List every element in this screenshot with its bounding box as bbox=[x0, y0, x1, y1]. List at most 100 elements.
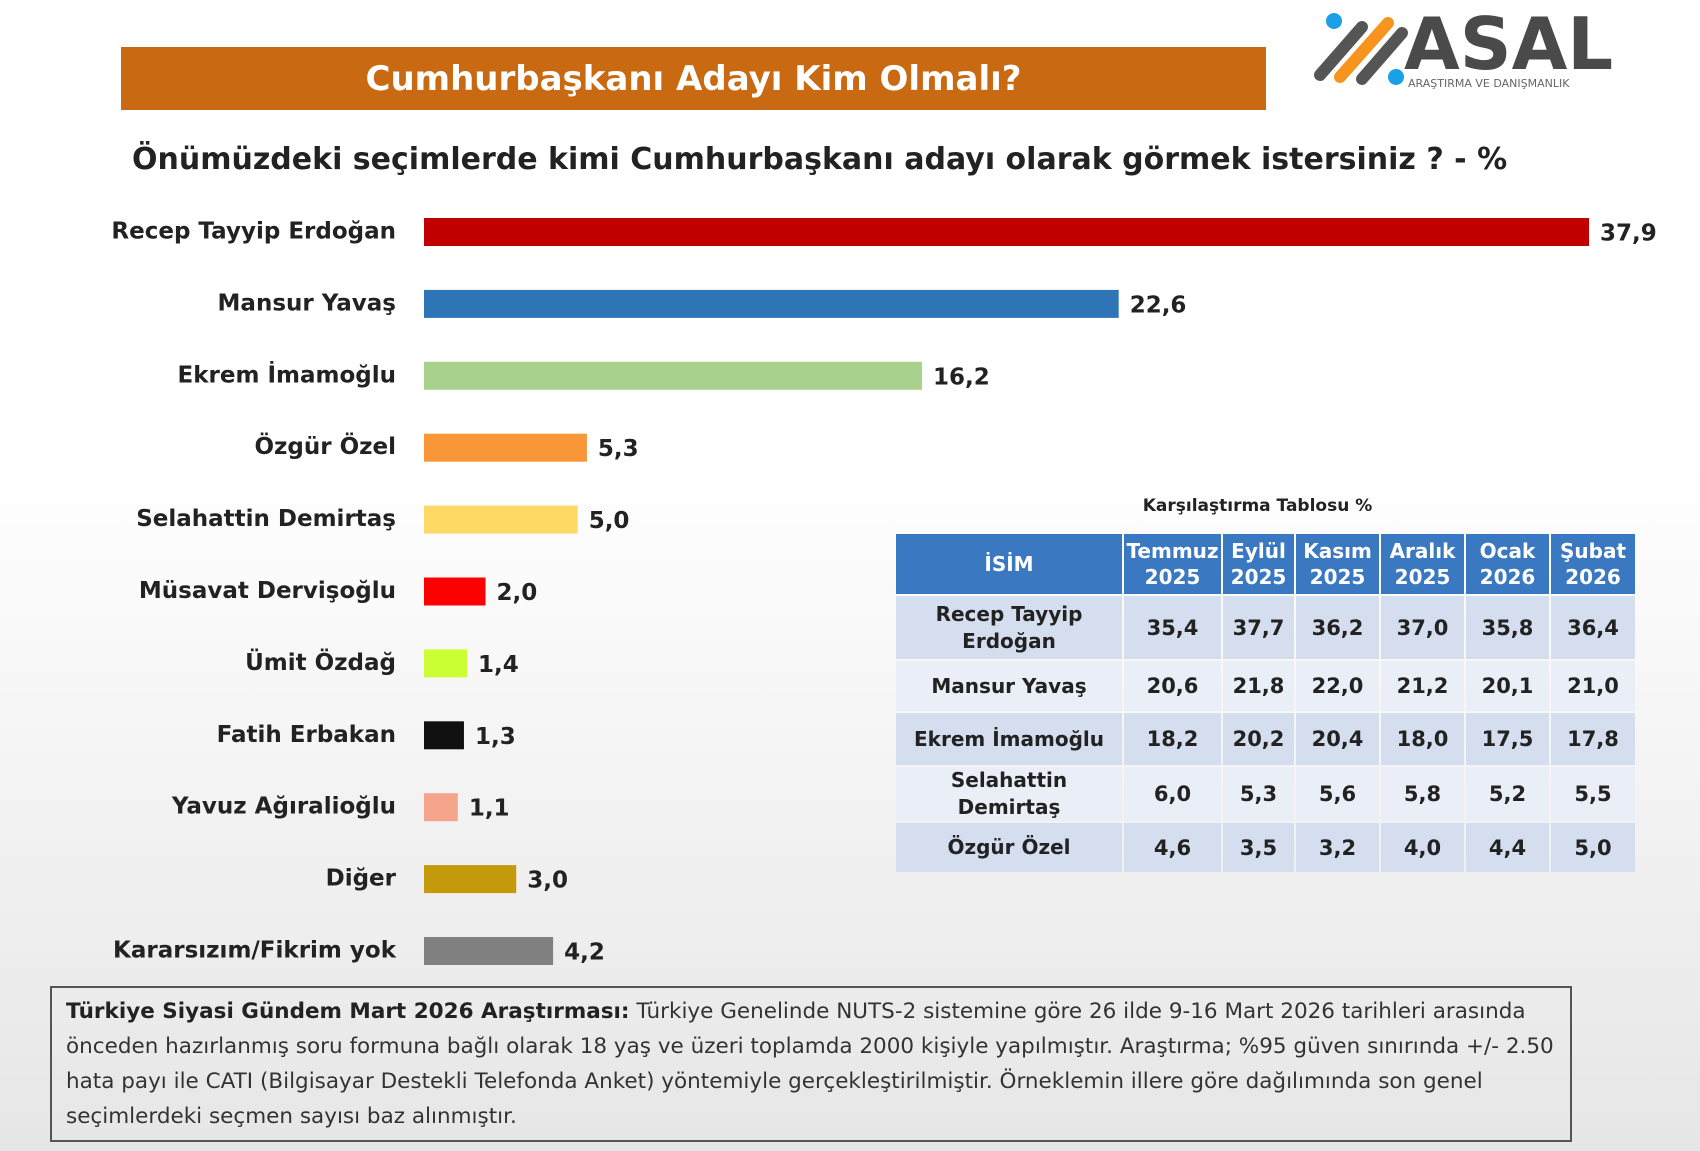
value-label: 37,9 bbox=[1600, 221, 1657, 247]
column-header: Aralık 2025 bbox=[1381, 534, 1464, 594]
table-cell: 4,0 bbox=[1381, 823, 1464, 872]
note-heading: Türkiye Siyasi Gündem Mart 2026 Araştırm… bbox=[66, 999, 630, 1024]
logo-text: ASAL bbox=[1404, 5, 1613, 86]
table-cell: 35,8 bbox=[1466, 596, 1549, 659]
bar bbox=[424, 361, 922, 390]
table-cell: 17,5 bbox=[1466, 713, 1549, 765]
bar bbox=[424, 433, 587, 462]
logo: ASAL ARAŞTIRMA VE DANIŞMANLIK bbox=[1314, 5, 1613, 90]
category-label: Selahattin Demirtaş bbox=[136, 506, 396, 532]
category-label: Ekrem İmamoğlu bbox=[178, 360, 396, 388]
value-label: 3,0 bbox=[527, 868, 568, 894]
bar bbox=[424, 577, 486, 606]
table-cell: 17,8 bbox=[1551, 713, 1635, 765]
table-cell: 4,6 bbox=[1124, 823, 1221, 872]
column-header: Eylül 2025 bbox=[1223, 534, 1294, 594]
column-header-text: 2026 bbox=[1479, 565, 1536, 589]
value-label: 22,6 bbox=[1130, 292, 1187, 318]
table-cell: 21,8 bbox=[1223, 661, 1294, 711]
column-header-text: 2025 bbox=[1144, 565, 1201, 589]
column-header: Kasım 2025 bbox=[1296, 534, 1379, 594]
table-cell: 4,4 bbox=[1466, 823, 1549, 872]
table-cell: 35,4 bbox=[1124, 596, 1221, 659]
bar bbox=[424, 218, 1589, 246]
value-label: 2,0 bbox=[496, 580, 537, 606]
value-label: 1,3 bbox=[475, 724, 516, 750]
category-label: Recep Tayyip Erdoğan bbox=[111, 219, 396, 245]
table-cell: 18,2 bbox=[1124, 713, 1221, 765]
table-cell: 18,0 bbox=[1381, 713, 1464, 765]
column-header-text: İSİM bbox=[984, 552, 1034, 576]
category-label: Kararsızım/Fikrim yok bbox=[113, 938, 397, 964]
table-row: Selahattin Demirtaş 6,0 5,3 5,6 5,8 5,2 5,5 bbox=[896, 767, 1635, 821]
value-label: 16,2 bbox=[933, 364, 990, 390]
row-name: Ekrem İmamoğlu bbox=[896, 713, 1122, 765]
note: Türkiye Siyasi Gündem Mart 2026 Araştırm… bbox=[50, 986, 1572, 1142]
table-cell: 5,3 bbox=[1223, 767, 1294, 821]
table-row: Recep Tayyip Erdoğan 35,4 37,7 36,2 37,0 35,8… bbox=[896, 596, 1635, 659]
category-label: Müsavat Dervişoğlu bbox=[139, 578, 396, 604]
table-cell: 5,2 bbox=[1466, 767, 1549, 821]
table-row: Özgür Özel 4,6 3,5 3,2 4,0 4,4 5,0 bbox=[896, 823, 1635, 872]
column-header-text: 2026 bbox=[1565, 565, 1621, 589]
table-cell: 37,0 bbox=[1381, 596, 1464, 659]
category-label: Ümit Özdağ bbox=[245, 648, 396, 676]
bar bbox=[424, 865, 517, 894]
title-banner: Cumhurbaşkanı Adayı Kim Olmalı? bbox=[121, 47, 1266, 110]
table-cell: 36,2 bbox=[1296, 596, 1379, 659]
category-label: Fatih Erbakan bbox=[217, 722, 396, 748]
row-name: Mansur Yavaş bbox=[896, 661, 1122, 711]
title: Cumhurbaşkanı Adayı Kim Olmalı? bbox=[365, 58, 1022, 99]
table-caption: Karşılaştırma Tablosu % bbox=[1142, 496, 1373, 516]
comparison-table: İSİM Temmuz 2025 Eylül 2025 Kasım 2025 Aralık 20… bbox=[894, 532, 1637, 874]
value-label: 5,3 bbox=[598, 436, 639, 462]
value-label: 5,0 bbox=[589, 508, 630, 534]
row-name: Recep Tayyip Erdoğan bbox=[896, 596, 1122, 659]
table-row: Mansur Yavaş 20,6 21,8 22,0 21,2 20,1 21,0 bbox=[896, 661, 1635, 711]
column-header-text: Aralık bbox=[1389, 539, 1456, 563]
column-header-text: Eylül bbox=[1231, 539, 1286, 563]
table-cell: 5,0 bbox=[1551, 823, 1635, 872]
column-header: İSİM bbox=[896, 534, 1122, 594]
bar bbox=[424, 793, 458, 822]
table-row: Ekrem İmamoğlu 18,2 20,2 20,4 18,0 17,5 17,8 bbox=[896, 713, 1635, 765]
row-name: Selahattin Demirtaş bbox=[896, 767, 1122, 821]
table-cell: 3,2 bbox=[1296, 823, 1379, 872]
table-cell: 3,5 bbox=[1223, 823, 1294, 872]
chart: Recep Tayyip Erdoğan 37,9 Mansur Yavaş 22,6… bbox=[111, 218, 1657, 966]
column-header-text: 2025 bbox=[1394, 565, 1451, 589]
column-header-text: 2025 bbox=[1230, 565, 1287, 589]
column-header: Şubat 2026 bbox=[1551, 534, 1635, 594]
column-header-text: Ocak bbox=[1479, 539, 1536, 563]
chart-title: Önümüzdeki seçimlerde kimi Cumhurbaşkanı… bbox=[132, 142, 1508, 177]
category-label: Yavuz Ağıralioğlu bbox=[171, 794, 396, 820]
column-header: Temmuz 2025 bbox=[1124, 534, 1221, 594]
table-cell: 6,0 bbox=[1124, 767, 1221, 821]
bar bbox=[424, 505, 578, 534]
table-cell: 22,0 bbox=[1296, 661, 1379, 711]
table-cell: 37,7 bbox=[1223, 596, 1294, 659]
value-label: 1,4 bbox=[478, 652, 519, 678]
table-cell: 20,1 bbox=[1466, 661, 1549, 711]
bar bbox=[424, 721, 464, 750]
table-cell: 20,2 bbox=[1223, 713, 1294, 765]
table-cell: 5,6 bbox=[1296, 767, 1379, 821]
column-header-text: Kasım bbox=[1303, 539, 1372, 563]
category-label: Mansur Yavaş bbox=[218, 290, 396, 316]
table-cell: 20,6 bbox=[1124, 661, 1221, 711]
logo-tagline: ARAŞTIRMA VE DANIŞMANLIK bbox=[1408, 77, 1570, 90]
column-header-text: Şubat bbox=[1559, 539, 1626, 563]
column-header-text: Temmuz bbox=[1126, 539, 1219, 563]
table-cell: 21,2 bbox=[1381, 661, 1464, 711]
bar bbox=[424, 289, 1119, 318]
column-header: Ocak 2026 bbox=[1466, 534, 1549, 594]
table-cell: 36,4 bbox=[1551, 596, 1635, 659]
header-row: İSİM Temmuz 2025 Eylül 2025 Kasım 2025 Aralık 20… bbox=[896, 534, 1635, 594]
logo-icon bbox=[1314, 13, 1408, 85]
row-name: Özgür Özel bbox=[896, 823, 1122, 872]
column-header-text: 2025 bbox=[1309, 565, 1366, 589]
table-cell: 20,4 bbox=[1296, 713, 1379, 765]
bar bbox=[424, 937, 554, 965]
bar bbox=[424, 649, 468, 678]
